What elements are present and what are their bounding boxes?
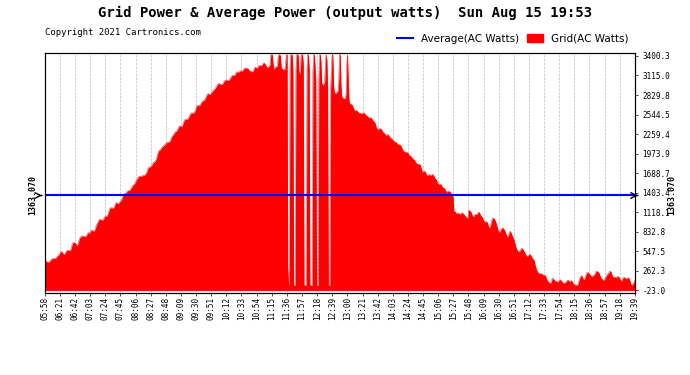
Text: Grid Power & Average Power (output watts)  Sun Aug 15 19:53: Grid Power & Average Power (output watts… [98,6,592,20]
Text: 1363.070: 1363.070 [28,176,37,216]
Legend: Average(AC Watts), Grid(AC Watts): Average(AC Watts), Grid(AC Watts) [393,30,633,48]
Text: 1363.070: 1363.070 [667,176,676,216]
Text: Copyright 2021 Cartronics.com: Copyright 2021 Cartronics.com [45,28,201,37]
